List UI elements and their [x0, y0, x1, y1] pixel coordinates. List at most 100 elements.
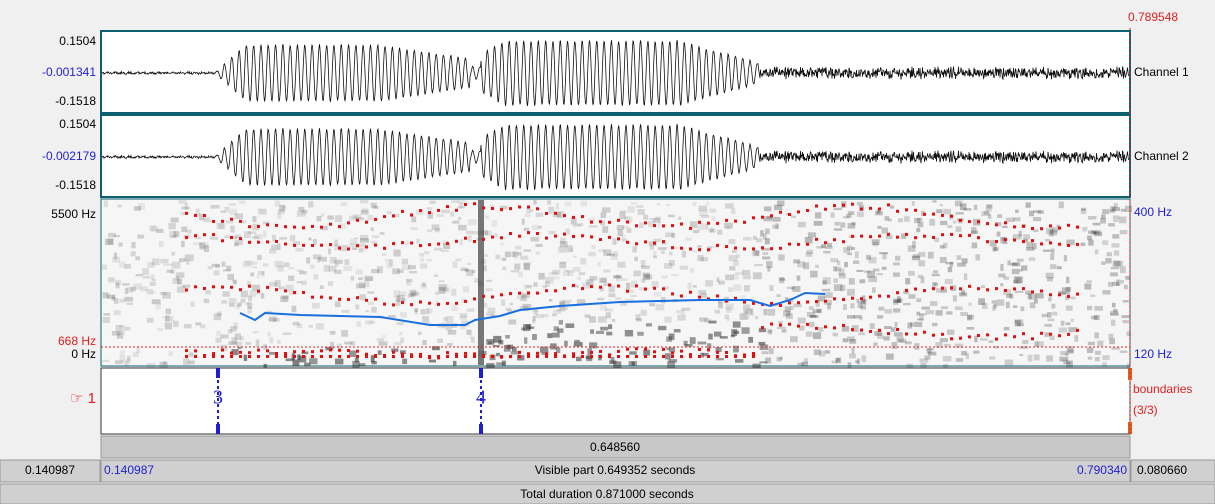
formant-dot — [941, 213, 944, 217]
spectrogram-cell — [715, 347, 722, 353]
spectrogram-cell — [966, 327, 975, 330]
formant-dot — [554, 234, 557, 238]
spectrogram-cell — [137, 234, 145, 239]
spectrogram-cell — [220, 210, 226, 214]
spectrogram-cell — [1025, 290, 1034, 295]
visible-bar[interactable] — [100, 459, 1131, 483]
right-bar[interactable] — [1130, 459, 1215, 483]
spectrogram-cell — [1015, 277, 1022, 284]
spectrogram-cell — [244, 231, 251, 238]
formant-dot — [977, 334, 980, 337]
spectrogram-cell — [822, 277, 831, 285]
formant-dot — [842, 240, 845, 244]
spectrogram-cell — [588, 225, 598, 228]
boundary[interactable]: 3 — [213, 368, 223, 434]
spectrogram-cell — [743, 304, 751, 312]
spectrogram-cell — [1019, 354, 1024, 357]
spectrogram-cell — [565, 228, 571, 235]
spectrogram-cell — [552, 310, 562, 315]
spectrogram-cell — [1043, 249, 1052, 252]
formant-dot — [590, 355, 593, 358]
spectrogram-cell — [929, 219, 936, 226]
spectrogram-cell — [570, 218, 577, 225]
spectrogram-cell — [871, 239, 880, 245]
spectrogram-cell — [461, 320, 470, 327]
spectrogram-cell — [611, 319, 616, 322]
formant-dot — [914, 208, 917, 212]
spectrogram-cell — [885, 353, 894, 360]
spectrogram-cell — [443, 243, 451, 249]
spectrogram-cell — [628, 289, 634, 293]
spectrogram-cell — [668, 251, 673, 256]
spectrogram-cell — [639, 222, 644, 228]
tier-number[interactable]: ☞ 1 — [70, 390, 96, 407]
spectrogram-cell — [1003, 289, 1011, 295]
spectrogram-cell — [1068, 327, 1078, 333]
formant-dot — [1049, 241, 1052, 245]
spectrogram-cell — [974, 335, 978, 343]
spectrogram-cell — [443, 287, 450, 293]
spectrogram-cell — [1012, 262, 1021, 267]
spectrogram-cell — [1122, 320, 1129, 324]
spectrogram-cell — [856, 211, 864, 217]
spectrogram-cell — [471, 270, 476, 274]
spectrogram-cell — [171, 251, 175, 256]
spectrogram-cell — [838, 268, 845, 276]
spectrogram-cell — [532, 309, 539, 313]
formant-dot — [455, 239, 458, 243]
spectrogram-cell — [431, 224, 440, 231]
formant-dot — [599, 355, 602, 358]
spectrogram-cell — [776, 356, 782, 362]
spectrogram-cell — [142, 276, 150, 279]
spectrogram-cell — [1110, 272, 1118, 277]
formant-dot — [212, 285, 215, 289]
spectrogram-cell — [1058, 201, 1064, 209]
spectrogram-cell — [1091, 315, 1098, 320]
spectrogram-cell — [960, 312, 969, 317]
left-bar[interactable] — [0, 459, 101, 483]
spectrogram-cell — [613, 361, 622, 369]
spectrogram-cell — [577, 276, 581, 281]
spectrogram-cell — [971, 227, 977, 234]
spectrogram-cell — [340, 202, 348, 206]
boundary[interactable]: 4 — [476, 368, 486, 434]
formant-dot — [815, 326, 818, 330]
spectrogram-cell — [260, 292, 265, 299]
spectrogram-cell — [710, 227, 714, 233]
spectrogram-cell — [1066, 360, 1073, 368]
formant-dot — [212, 355, 215, 358]
spectrogram-cell — [327, 215, 334, 220]
spectrogram-cell — [939, 245, 945, 249]
spectrogram-cell — [1056, 266, 1062, 270]
spectrogram-cell — [806, 311, 816, 317]
spectrogram-cell — [807, 232, 817, 238]
spectrogram-cell — [171, 261, 181, 269]
formant-dot — [932, 287, 935, 291]
spectrogram-cell — [354, 357, 359, 363]
spectrogram-cell — [457, 206, 466, 209]
spectrogram-cell — [371, 361, 377, 365]
spectrogram-cell — [466, 308, 475, 312]
total-bar[interactable] — [0, 483, 1215, 504]
spectrogram-cell — [608, 285, 615, 293]
formant-dot — [788, 322, 791, 326]
formant-dot — [545, 355, 548, 358]
spectrogram-cell — [812, 309, 822, 313]
formant-dot — [986, 333, 989, 337]
spectrogram-cell — [1034, 299, 1039, 304]
spectrogram-cell — [666, 347, 671, 351]
spectrogram-cell — [1088, 239, 1094, 246]
spectrogram-cell — [502, 266, 507, 271]
spectrogram-cell — [510, 269, 520, 273]
spectrogram-cell — [548, 230, 556, 235]
spectrogram-cell — [523, 263, 531, 270]
selection-bar[interactable] — [100, 435, 1131, 459]
formant-dot — [896, 328, 899, 331]
spectrogram-cell — [661, 242, 667, 245]
spectrogram-cell — [508, 319, 517, 325]
spectrogram-cell — [308, 237, 312, 241]
formant-dot — [347, 349, 350, 352]
spectrogram-cell — [441, 209, 450, 214]
formant-dot — [851, 234, 854, 238]
spectrogram-cell — [665, 232, 674, 238]
